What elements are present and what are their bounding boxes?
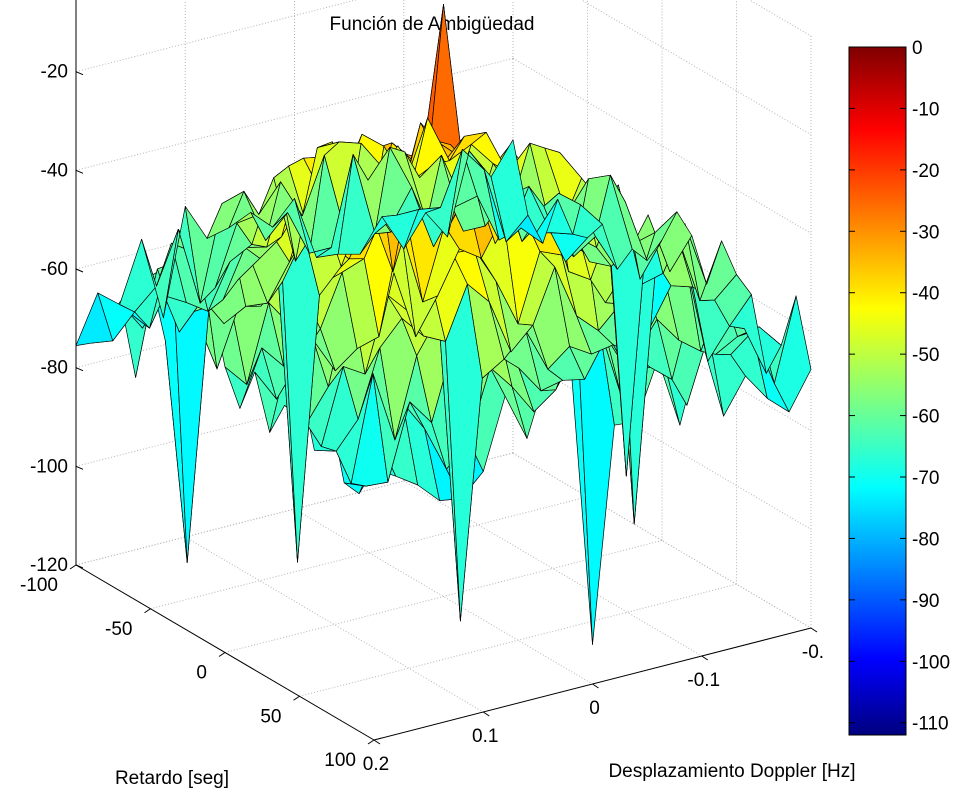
z-tick-label: -80 [41, 358, 68, 379]
grid-line [512, 57, 812, 234]
z-tick-label: -120 [30, 555, 68, 576]
colorbar-tick-label: -30 [912, 222, 939, 243]
x-tick-mark [701, 655, 709, 661]
y-tick-mark [69, 564, 77, 570]
z-tick-label: -100 [30, 456, 68, 477]
colorbar: 0 -10 -20 -30 -40 -50 -60 -70 -80 -90 -100 -110 [848, 38, 950, 736]
x-axis-label: Desplazamiento Doppler [Hz] [608, 761, 855, 782]
x-tick-mark [810, 627, 818, 633]
surface-patch [490, 139, 529, 243]
colorbar-tick-label: -90 [912, 591, 939, 612]
y-tick-mark [218, 652, 226, 657]
chart-title: Función de Ambigüedad [330, 14, 535, 35]
colorbar-tick-label: -50 [912, 345, 939, 366]
z-tick-label: -20 [41, 62, 68, 83]
x-tick-label: 0.1 [472, 726, 498, 747]
colorbar-tick-label: -60 [912, 407, 939, 428]
grid-line [403, 480, 703, 657]
x-tick-label: 0 [589, 698, 600, 719]
y-axis-label: Retardo [seg] [115, 768, 229, 789]
y-tick-label: 0 [196, 663, 207, 684]
z-tick-label: -60 [41, 259, 68, 280]
colorbar-tick-label: -40 [912, 284, 939, 305]
y-tick-mark [144, 608, 151, 614]
grid-line [512, 452, 812, 629]
z-tick-mark [75, 564, 84, 569]
grid-line [150, 496, 588, 610]
x-tick-label: 0.2 [363, 754, 389, 775]
colorbar-gradient [848, 46, 907, 736]
z-tick-label: -40 [41, 160, 68, 181]
colorbar-tick-label: -10 [912, 99, 939, 120]
x-tick-mark [482, 711, 490, 717]
colorbar-tick-label: -100 [912, 652, 950, 673]
y-tick-mark [293, 695, 300, 701]
y-tick-label: 50 [260, 706, 281, 727]
x-axis-ticks: 0.2 0.1 0 -0.1 -0. [363, 627, 824, 775]
colorbar-ticks: 0 -10 -20 -30 -40 -50 -60 -70 -80 -90 -100 -110 [849, 38, 950, 735]
grid-line [294, 508, 593, 685]
z-tick-mark [75, 465, 84, 470]
colorbar-tick-label: 0 [912, 38, 923, 59]
y-tick-label: -100 [20, 575, 58, 596]
x-tick-mark [373, 739, 381, 745]
y-tick-label: -50 [105, 619, 132, 640]
y-tick-label: 100 [324, 750, 356, 771]
colorbar-tick-label: -70 [912, 468, 939, 489]
grid-line [75, 0, 358, 73]
colorbar-tick-label: -110 [912, 714, 949, 735]
surface-plot [75, 4, 812, 645]
y-axis-ticks: -100 -50 0 50 100 [20, 564, 375, 771]
z-axis-ticks: 0-20-40-60-80-100-120 [30, 62, 84, 576]
grid-line [512, 353, 812, 530]
grid-line [184, 536, 484, 713]
y-tick-mark [367, 739, 375, 745]
colorbar-tick-label: -20 [912, 161, 939, 182]
z-tick-mark [75, 367, 84, 372]
z-tick-mark [75, 169, 84, 174]
z-tick-mark [75, 71, 84, 76]
colorbar-tick-label: -80 [912, 529, 939, 550]
x-tick-label: -0. [802, 642, 824, 663]
x-tick-mark [592, 683, 599, 689]
x-tick-label: -0.1 [687, 670, 720, 691]
z-tick-mark [75, 268, 84, 273]
grid-line [299, 583, 737, 697]
